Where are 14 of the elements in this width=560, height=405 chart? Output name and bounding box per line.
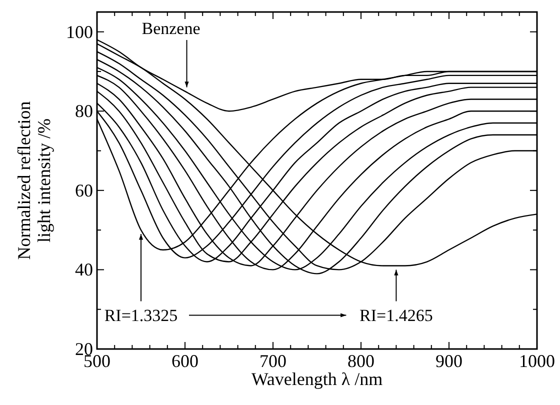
- y-tick-label: 100: [66, 22, 93, 42]
- x-tick-label: 900: [436, 351, 462, 371]
- y-tick-label: 60: [75, 180, 93, 200]
- x-tick-label: 600: [172, 351, 198, 371]
- x-tick-label: 800: [348, 351, 374, 371]
- y-tick-label: 80: [75, 101, 93, 122]
- y-axis-title: Normalized reflection light intensity /%: [14, 101, 54, 260]
- x-tick-label: 700: [260, 351, 286, 371]
- x-tick-label: 1000: [519, 351, 555, 371]
- annotation: Benzene: [142, 19, 200, 38]
- annotation: RI=1.4265: [360, 306, 433, 326]
- annotation: RI=1.3325: [104, 306, 178, 326]
- y-tick-label: 40: [75, 260, 93, 280]
- x-axis-title: Wavelength λ /nm: [251, 369, 383, 389]
